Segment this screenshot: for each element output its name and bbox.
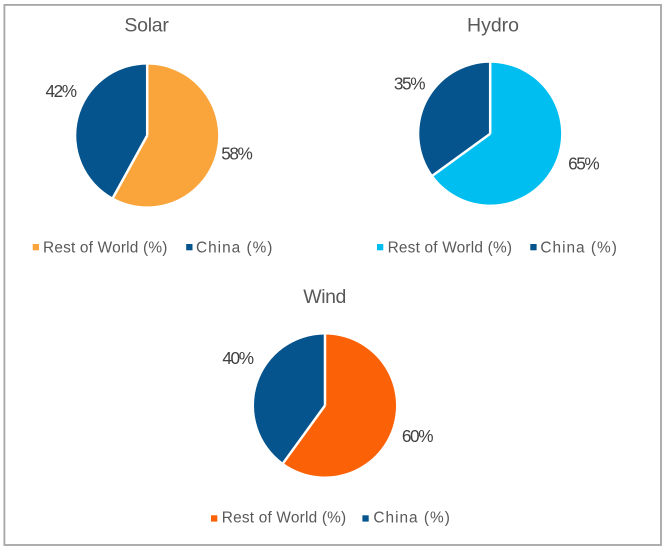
svg-text:40%: 40%: [222, 348, 253, 368]
svg-text:China (%): China (%): [373, 510, 450, 527]
svg-text:35%: 35%: [394, 73, 425, 93]
svg-text:China (%): China (%): [196, 240, 273, 257]
svg-text:58%: 58%: [221, 144, 252, 164]
svg-text:Hydro: Hydro: [467, 14, 519, 36]
svg-text:65%: 65%: [568, 153, 599, 173]
svg-text:Solar: Solar: [124, 14, 169, 36]
svg-text:42%: 42%: [45, 81, 76, 101]
svg-text:Rest of World (%): Rest of World (%): [222, 510, 347, 527]
svg-text:Rest of World (%): Rest of World (%): [43, 240, 168, 257]
svg-text:Wind: Wind: [303, 286, 346, 308]
svg-text:Rest of World (%): Rest of World (%): [388, 240, 513, 257]
svg-text:60%: 60%: [402, 426, 433, 446]
svg-text:China (%): China (%): [540, 240, 617, 257]
